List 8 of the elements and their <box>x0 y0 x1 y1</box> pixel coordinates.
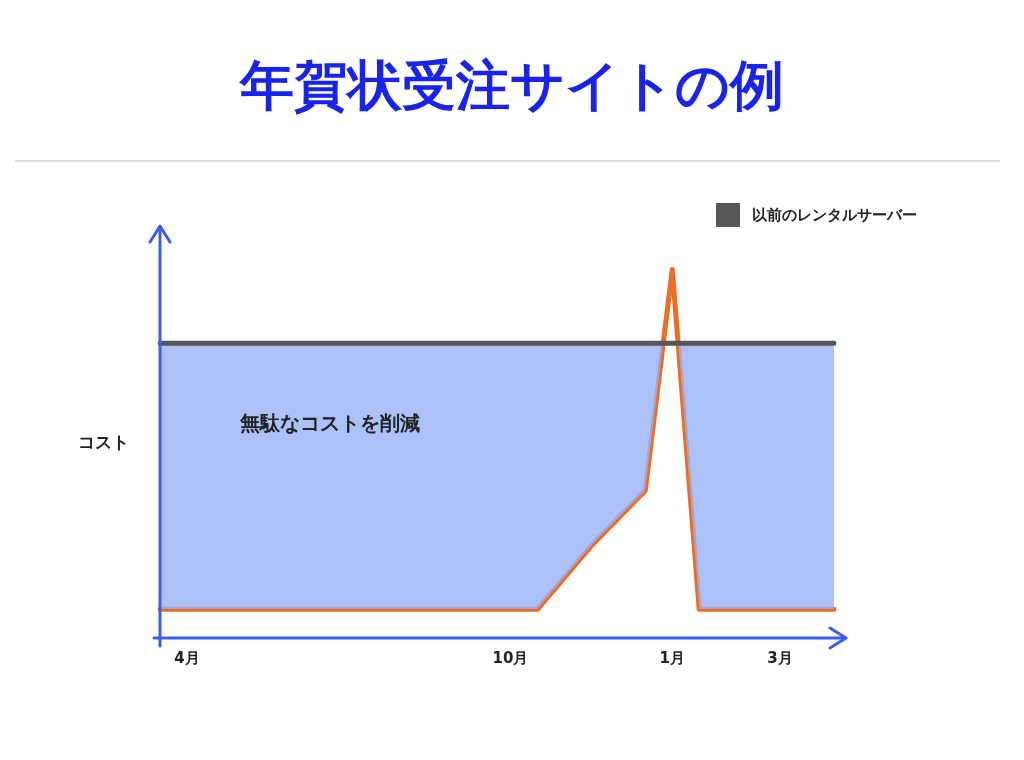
x-tick-label: 10月 <box>492 648 529 667</box>
y-axis-title: コスト <box>78 432 129 453</box>
chart-title: 年賀状受注サイトの例 <box>238 53 785 119</box>
x-tick-label: 1月 <box>659 648 685 667</box>
x-tick-label: 3月 <box>767 648 793 667</box>
x-tick-label: 4月 <box>174 648 200 667</box>
legend-label: 以前のレンタルサーバー <box>752 205 917 225</box>
annotation: 無駄なコストを削減 <box>239 411 420 436</box>
